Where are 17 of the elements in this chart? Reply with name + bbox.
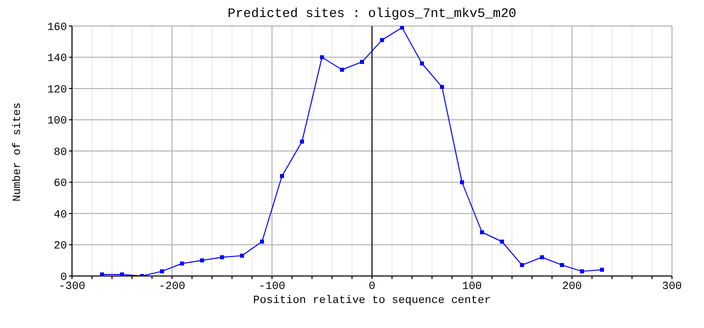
y-tick-label: 80: [54, 146, 67, 159]
x-tick-label: 300: [662, 280, 682, 293]
x-tick-label: 100: [462, 280, 482, 293]
y-axis-title: Number of sites: [12, 102, 24, 202]
x-axis-title: Position relative to sequence center: [252, 295, 492, 307]
y-tick-label: 120: [47, 84, 67, 96]
chart-title: Predicted sites : oligos_7nt_mkv5_m20: [226, 6, 518, 21]
x-tick-label: 0: [368, 280, 376, 293]
x-tick-label: -200: [158, 280, 186, 293]
y-tick-label: 40: [54, 209, 67, 222]
x-tick-label: 200: [562, 280, 582, 293]
y-tick-label: 20: [54, 240, 67, 253]
x-tick-label: -100: [258, 280, 286, 293]
y-tick-label: 60: [54, 178, 67, 190]
y-tick-label: 140: [47, 53, 67, 66]
y-tick-label: 160: [47, 22, 67, 34]
y-tick-label: 100: [47, 116, 67, 128]
